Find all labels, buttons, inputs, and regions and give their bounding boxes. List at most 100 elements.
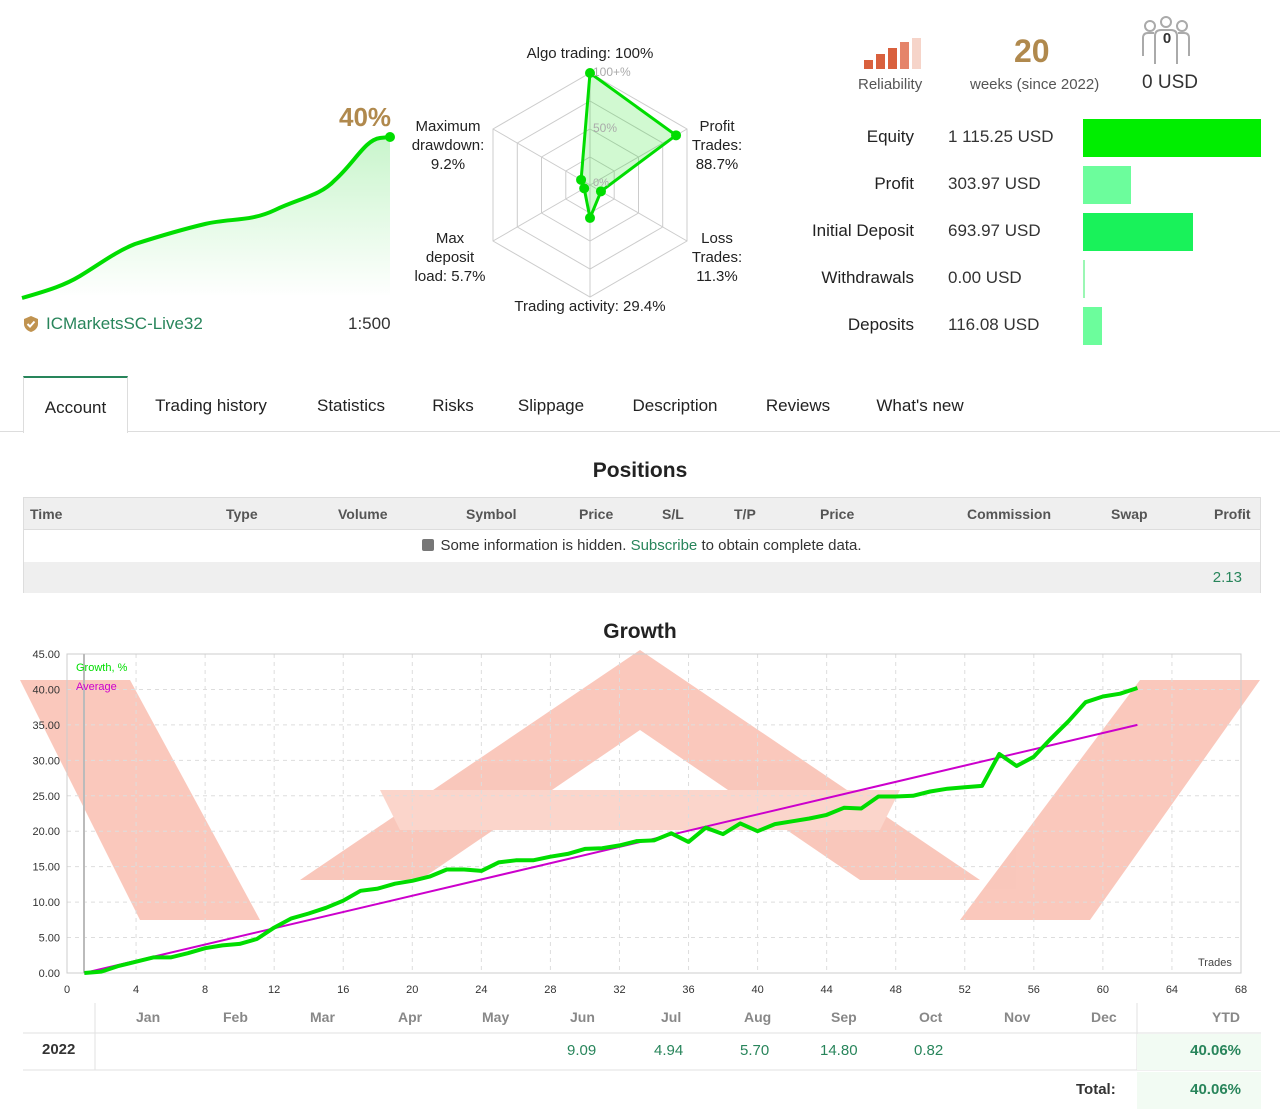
- hdr-mar: Mar: [310, 1009, 335, 1025]
- tab-reviews[interactable]: Reviews: [765, 396, 831, 415]
- radar-label-algo: Algo trading: 100%: [526, 45, 654, 62]
- subscribers-icon: [1142, 16, 1190, 64]
- growth-grid: [66, 653, 1242, 974]
- growth-title: Growth: [603, 620, 677, 643]
- radar-label-drawdown: Maximum drawdown: 9.2%: [411, 118, 485, 173]
- col-time[interactable]: Time: [30, 506, 63, 522]
- hdr-aug: Aug: [744, 1009, 772, 1025]
- stat-row-profit: Profit 303.97 USD: [790, 166, 1270, 206]
- radar-point: [585, 68, 595, 78]
- val-sep: 14.80: [820, 1042, 858, 1059]
- radar-point: [671, 130, 682, 141]
- positions-title: Positions: [592, 459, 688, 482]
- reliability-label: Reliability: [858, 76, 923, 93]
- stat-row-initial-deposit: Initial Deposit 693.97 USD: [790, 213, 1270, 253]
- growth-plot-frame: [66, 653, 1242, 974]
- broker-name[interactable]: ICMarketsSC-Live32: [46, 314, 203, 333]
- y-tick-label: 20.00: [32, 826, 60, 838]
- hdr-jan: Jan: [136, 1009, 161, 1025]
- mini-growth-endpoint: [385, 132, 395, 142]
- tab-statistics[interactable]: Statistics: [316, 396, 386, 415]
- x-tick-label: 44: [821, 984, 833, 996]
- weeks-count: 20: [1014, 33, 1050, 69]
- col-price[interactable]: Price: [579, 506, 614, 522]
- stat-bar: [1083, 213, 1193, 251]
- y-tick-label: 35.00: [32, 720, 60, 732]
- radar-spoke: [492, 184, 591, 242]
- x-tick-label: 28: [544, 984, 556, 996]
- radar-ring-50: 50%: [593, 121, 617, 135]
- tab-whats-new[interactable]: What's new: [876, 396, 964, 415]
- stat-bar: [1083, 307, 1102, 345]
- table-lines: [23, 1003, 1261, 1109]
- hdr-dec: Dec: [1091, 1009, 1117, 1025]
- broker-server[interactable]: ICMarketsSC-Live32: [22, 314, 203, 334]
- radar-label-profit: Profit Trades: 88.7%: [691, 118, 743, 173]
- legend-average: Average: [76, 681, 117, 693]
- tab-bar: Account Trading history Statistics Risks…: [0, 376, 1280, 433]
- col-price-current[interactable]: Price: [820, 506, 855, 522]
- x-tick-label: 64: [1166, 984, 1178, 996]
- col-type[interactable]: Type: [226, 506, 258, 522]
- tab-trading-history[interactable]: Trading history: [155, 396, 267, 415]
- radar-chart: 100+% 50% 0%: [492, 65, 688, 298]
- stat-bar: [1083, 166, 1131, 204]
- hdr-may: May: [482, 1009, 510, 1025]
- positions-total-profit: 2.13: [1212, 569, 1242, 586]
- y-tick-label: 30.00: [32, 755, 60, 767]
- hdr-sep: Sep: [831, 1009, 857, 1025]
- verified-shield-icon: [24, 316, 38, 332]
- x-tick-label: 4: [133, 984, 139, 996]
- radar-points: [576, 68, 682, 223]
- hdr-nov: Nov: [1004, 1009, 1031, 1025]
- radar-point: [576, 174, 587, 185]
- radar-spoke: [492, 128, 591, 186]
- subscribe-link[interactable]: Subscribe: [630, 537, 698, 554]
- positions-total-row: 2.13: [24, 562, 1260, 593]
- val-aug: 5.70: [740, 1042, 770, 1059]
- val-oct: 0.82: [914, 1042, 944, 1059]
- y-tick-label: 25.00: [32, 791, 60, 803]
- leverage: 1:500: [348, 314, 391, 333]
- tab-risks[interactable]: Risks: [432, 396, 474, 415]
- x-tick-label: 16: [337, 984, 349, 996]
- x-axis-label: Trades: [1198, 957, 1232, 969]
- x-tick-label: 12: [268, 984, 280, 996]
- weeks-label: weeks (since 2022): [970, 76, 1100, 93]
- radar-point: [595, 186, 606, 197]
- mini-growth-area: [22, 138, 390, 298]
- stat-row-withdrawals: Withdrawals 0.00 USD: [790, 260, 1270, 300]
- y-tick-label: 40.00: [32, 684, 60, 696]
- tab-account[interactable]: Account: [23, 376, 128, 433]
- stat-row-deposits: Deposits 116.08 USD: [790, 307, 1270, 347]
- col-volume[interactable]: Volume: [338, 506, 388, 522]
- col-profit[interactable]: Profit: [1214, 506, 1251, 522]
- subscribers-count: 0: [1162, 30, 1172, 47]
- total-label: Total:: [1076, 1081, 1116, 1098]
- col-symbol[interactable]: Symbol: [466, 506, 517, 522]
- growth-line: [84, 686, 1139, 975]
- positions-table: Time Type Volume Symbol Price S/L T/P Pr…: [23, 497, 1261, 593]
- x-tick-label: 52: [959, 984, 971, 996]
- col-swap[interactable]: Swap: [1111, 506, 1148, 522]
- total-value: 40.06%: [1190, 1081, 1241, 1098]
- tab-description[interactable]: Description: [632, 396, 718, 415]
- y-tick-label: 15.00: [32, 862, 60, 874]
- col-sl[interactable]: S/L: [662, 506, 684, 522]
- val-jun: 9.09: [567, 1042, 597, 1059]
- tab-slippage[interactable]: Slippage: [517, 396, 585, 415]
- y-tick-label: 0.00: [39, 968, 60, 980]
- year-label: 2022: [42, 1041, 76, 1058]
- col-commission[interactable]: Commission: [967, 506, 1052, 522]
- col-tp[interactable]: T/P: [734, 506, 756, 522]
- growth-chart: 0.005.0010.0015.0020.0025.0030.0035.0040…: [20, 649, 1260, 996]
- mini-growth-line: [21, 135, 391, 300]
- radar-label-loss: Loss Trades: 11.3%: [691, 230, 743, 285]
- radar-ring-100: 100+%: [593, 65, 631, 79]
- x-tick-label: 48: [890, 984, 902, 996]
- x-tick-label: 8: [202, 984, 208, 996]
- radar-point: [579, 183, 590, 194]
- hdr-feb: Feb: [223, 1009, 248, 1025]
- val-ytd: 40.06%: [1190, 1042, 1241, 1059]
- x-tick-label: 0: [64, 984, 70, 996]
